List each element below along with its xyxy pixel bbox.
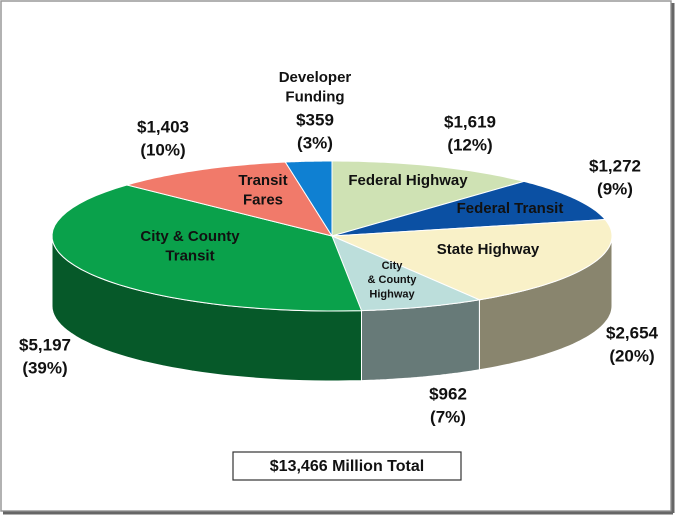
percent-label: (3%) (297, 133, 333, 152)
percent-label: (12%) (447, 135, 492, 154)
value-label: $1,272 (589, 156, 641, 175)
slice-label: City (382, 260, 404, 272)
slice-label: State Highway (437, 241, 540, 258)
slice (331, 235, 482, 312)
slice (51, 184, 363, 312)
slice (331, 160, 526, 237)
value-label: $359 (296, 110, 334, 129)
value-label: $1,403 (137, 117, 189, 136)
percent-label: (10%) (140, 140, 185, 159)
slice-label: Transit (165, 247, 214, 264)
percent-label: (20%) (609, 346, 654, 365)
value-label: $5,197 (19, 335, 71, 354)
slice-label: Funding (285, 88, 344, 105)
percent-label: (39%) (22, 358, 67, 377)
pie (51, 160, 613, 382)
slice-label: Transit (238, 172, 287, 189)
slice-label: City & County (140, 228, 240, 245)
slice (331, 218, 613, 301)
slice-label: Developer (279, 69, 352, 86)
slice-label: Fares (243, 191, 283, 208)
value-label: $1,619 (444, 112, 496, 131)
total-box (232, 451, 462, 481)
value-label: $962 (429, 384, 467, 403)
slice-label: Federal Highway (348, 172, 468, 189)
slice (124, 161, 334, 237)
slice (284, 160, 333, 238)
percent-label: (9%) (597, 179, 633, 198)
slice (331, 180, 607, 237)
value-label: $2,654 (606, 323, 659, 342)
slice-label: Federal Transit (457, 200, 564, 217)
slice-label: & County (368, 274, 418, 286)
slice-side (361, 299, 480, 382)
total-label: $13,466 Million Total (270, 458, 424, 475)
slice-label: Highway (369, 289, 415, 301)
percent-label: (7%) (430, 407, 466, 426)
